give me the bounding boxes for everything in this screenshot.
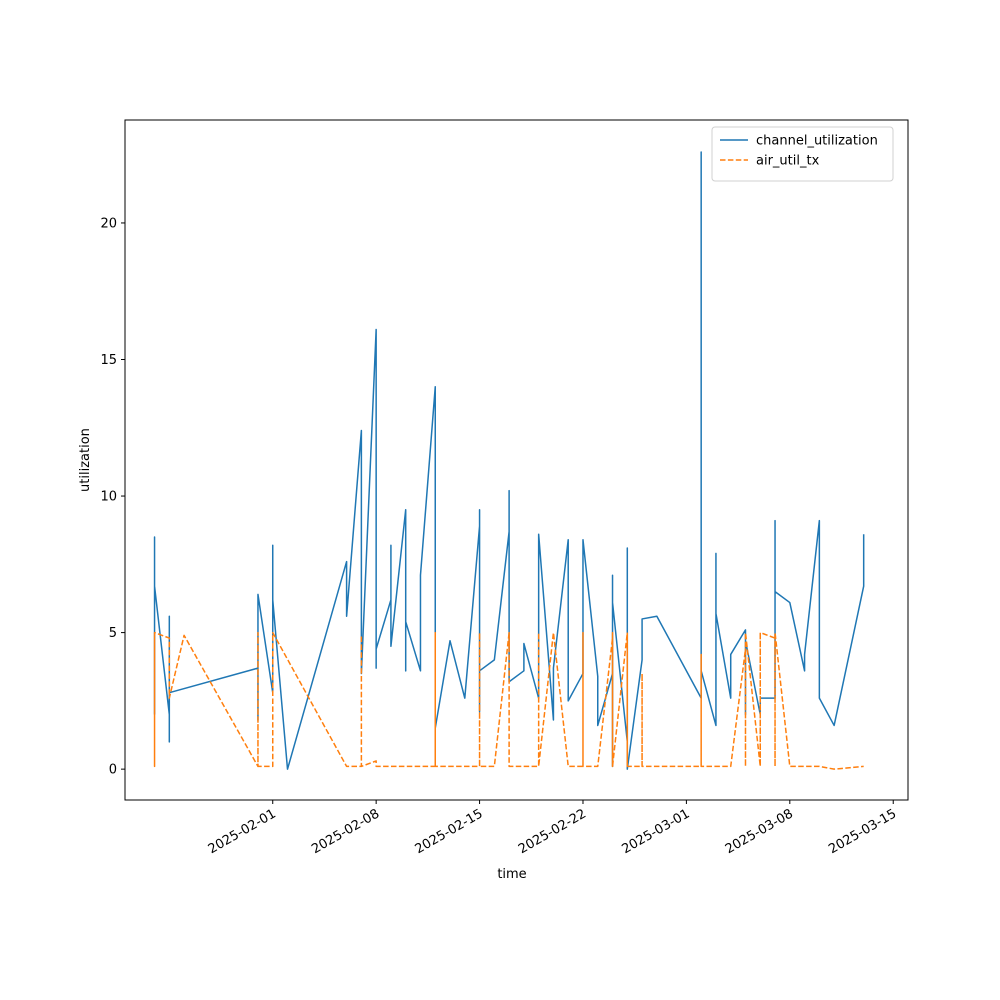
plot-frame: [124, 119, 909, 801]
y-tick-label: 15: [100, 353, 117, 368]
legend-box: [711, 126, 894, 182]
series-line: [153, 151, 865, 770]
y-tick-label: 20: [100, 216, 117, 231]
series-line: [153, 631, 864, 770]
x-tick-label: 2025-02-22: [516, 806, 589, 857]
y-axis-label: utilization: [78, 428, 93, 492]
x-tick-label: 2025-02-01: [206, 806, 279, 857]
y-tick-label: 5: [109, 626, 117, 641]
x-tick-label: 2025-03-08: [723, 806, 796, 857]
x-tick-label: 2025-02-15: [413, 806, 486, 857]
legend-label: channel_utilization: [756, 134, 878, 149]
x-tick-label: 2025-03-01: [619, 806, 692, 857]
legend-label: air_util_tx: [756, 154, 820, 169]
x-tick-label: 2025-03-15: [826, 806, 899, 857]
y-tick-label: 10: [100, 490, 117, 505]
x-tick-label: 2025-02-08: [309, 806, 382, 857]
x-axis-label: time: [497, 867, 526, 882]
y-tick-label: 0: [109, 763, 117, 778]
